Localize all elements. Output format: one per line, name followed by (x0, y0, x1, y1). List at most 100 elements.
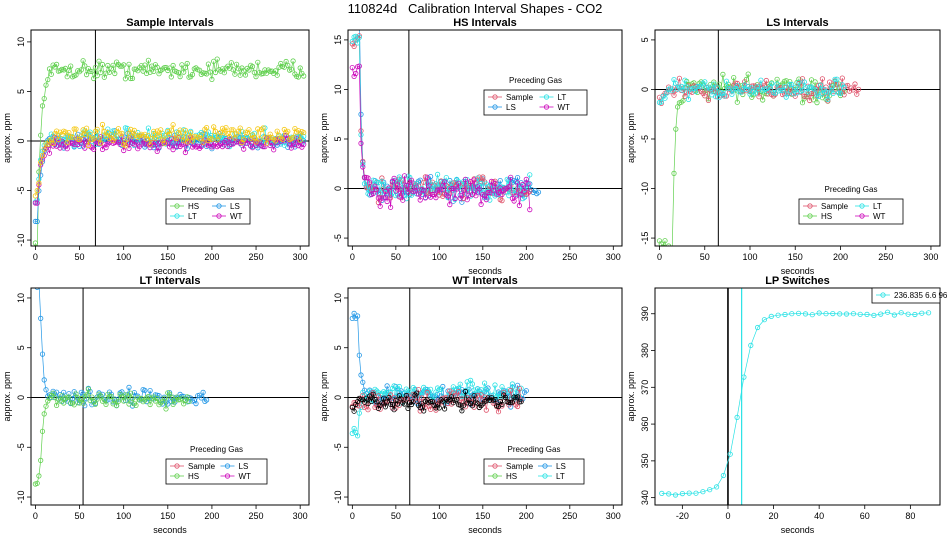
data-point (400, 197, 406, 203)
y-axis-label: approx. ppm (626, 371, 636, 421)
data-point (401, 173, 408, 179)
data-point (241, 68, 247, 74)
data-point (370, 391, 376, 397)
x-tick-label: 100 (116, 252, 131, 262)
data-point (200, 139, 206, 145)
legend-swatch-point (216, 203, 222, 209)
data-point (177, 127, 183, 133)
data-point (434, 385, 441, 391)
data-point (502, 394, 508, 400)
data-point (516, 202, 523, 209)
data-point (124, 125, 130, 131)
data-point (167, 144, 173, 150)
data-point (720, 71, 726, 78)
data-point (466, 185, 472, 192)
data-point (73, 72, 79, 78)
data-point (356, 352, 362, 358)
data-point (235, 66, 241, 72)
data-point (837, 311, 843, 317)
data-point (727, 451, 733, 457)
data-point (145, 57, 151, 63)
data-point (205, 61, 211, 67)
data-point (62, 129, 69, 135)
x-tick-label: 50 (391, 511, 401, 521)
data-point (84, 392, 90, 398)
data-point (55, 137, 62, 143)
legend-swatch-point (174, 203, 180, 209)
data-point (464, 379, 470, 385)
data-point (61, 400, 67, 406)
data-point (837, 90, 844, 97)
data-point (401, 401, 408, 407)
data-point (38, 132, 44, 138)
legend: Preceding Gas Sample LS HS LT (483, 445, 585, 485)
data-point (434, 171, 441, 177)
data-point (165, 401, 171, 407)
data-point (386, 185, 392, 191)
data-point (492, 180, 498, 187)
y-axis-label: approx. ppm (319, 113, 329, 163)
data-point (353, 33, 359, 40)
data-point (427, 406, 434, 412)
y-axis-label: approx. ppm (319, 371, 329, 421)
data-point (230, 127, 236, 133)
data-point (812, 87, 818, 93)
data-point (351, 43, 357, 50)
data-point (919, 310, 925, 316)
data-point (884, 309, 891, 315)
data-point (75, 141, 81, 148)
data-point (255, 59, 261, 65)
data-point (241, 136, 247, 143)
data-point (803, 94, 809, 100)
data-point (448, 394, 455, 400)
data-point (521, 389, 528, 395)
x-tick-label: 150 (475, 252, 490, 262)
data-point (126, 384, 132, 390)
data-point (803, 85, 809, 91)
y-tick-label: 5 (16, 345, 26, 350)
data-point (151, 145, 157, 151)
data-point (671, 92, 677, 98)
data-point (227, 134, 233, 140)
legend-box (871, 287, 941, 304)
data-point (398, 187, 404, 193)
data-point (679, 490, 686, 497)
data-point (142, 141, 148, 147)
data-point (290, 58, 296, 64)
legend-box (165, 458, 268, 485)
data-point (43, 82, 49, 88)
y-axis-label: approx. ppm (2, 371, 12, 421)
legend-swatch-point (807, 203, 813, 209)
data-point (147, 145, 153, 151)
data-point (82, 63, 88, 69)
y-tick-label: 0 (333, 186, 343, 191)
data-point (48, 136, 54, 142)
data-point (124, 136, 130, 142)
data-point (292, 142, 298, 148)
data-point (415, 191, 422, 197)
data-point (497, 178, 503, 184)
data-point (756, 94, 762, 100)
legend-swatch-point (492, 463, 498, 469)
data-point (783, 78, 789, 84)
data-point (483, 181, 489, 187)
data-point (301, 133, 307, 139)
data-point (464, 197, 470, 203)
data-point (237, 125, 243, 131)
data-point (32, 240, 39, 246)
legend-label: HS (821, 212, 832, 221)
data-point (499, 384, 505, 390)
x-tick-label: 60 (860, 511, 870, 521)
data-point (121, 62, 127, 68)
data-point (161, 140, 167, 146)
data-point (817, 82, 824, 88)
data-point (878, 311, 884, 317)
legend-swatch-point (216, 213, 222, 219)
data-point (518, 399, 524, 405)
data-point (382, 404, 388, 410)
data-point (843, 311, 850, 317)
data-point (351, 73, 357, 80)
data-point (429, 398, 435, 404)
